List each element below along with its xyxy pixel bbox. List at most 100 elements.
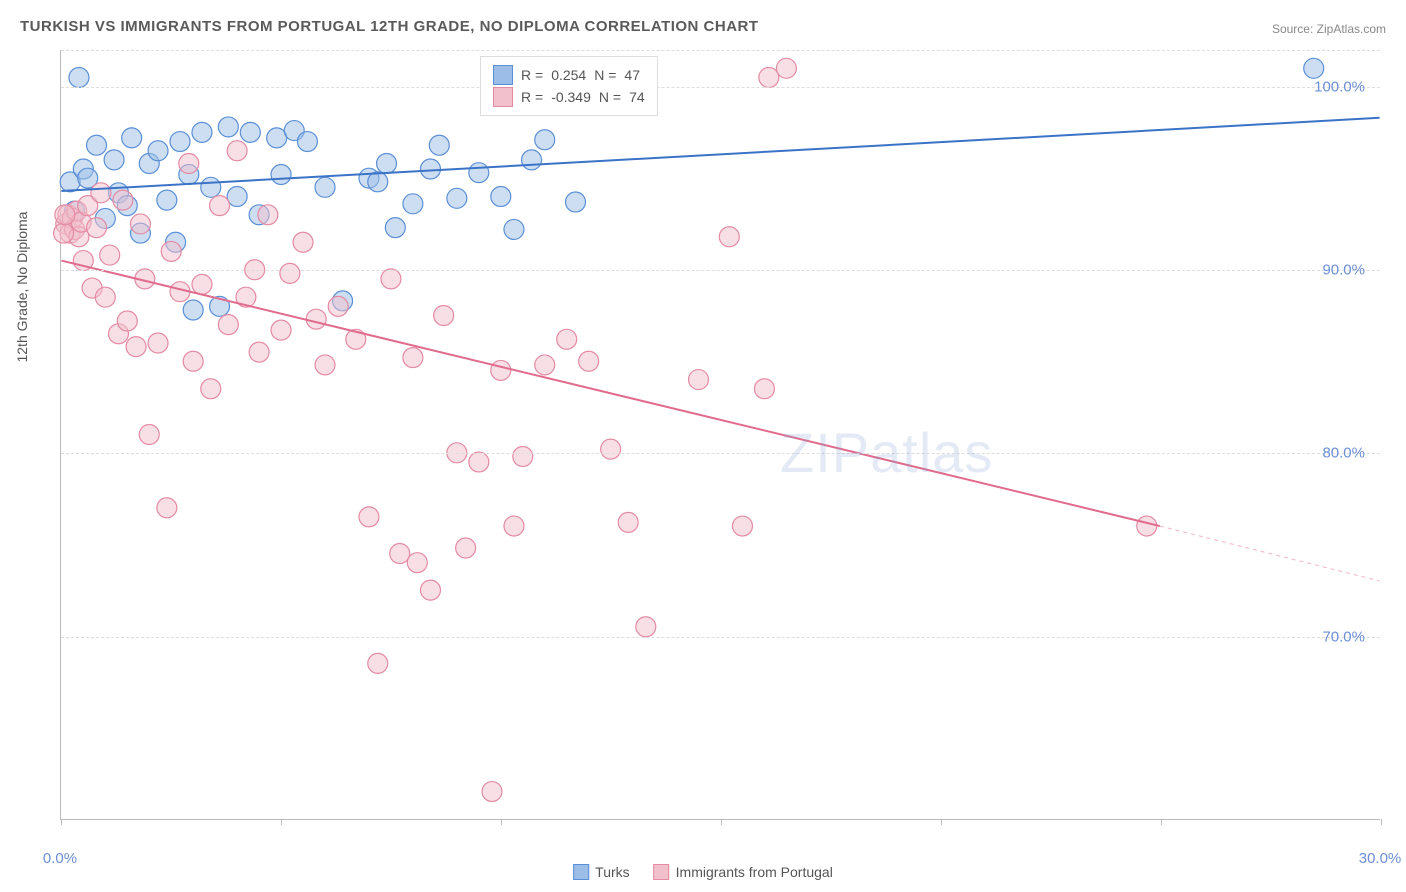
data-point bbox=[240, 122, 260, 142]
legend-row-turks: R = 0.254 N = 47 bbox=[493, 65, 645, 85]
data-point bbox=[403, 348, 423, 368]
data-point bbox=[126, 337, 146, 357]
y-tick-label: 100.0% bbox=[1314, 78, 1365, 95]
data-point bbox=[469, 163, 489, 183]
data-point bbox=[407, 553, 427, 573]
data-point bbox=[201, 177, 221, 197]
y-axis-label: 12th Grade, No Diploma bbox=[14, 212, 30, 363]
data-point bbox=[227, 141, 247, 161]
n-value-0: 47 bbox=[624, 67, 640, 83]
data-point bbox=[117, 311, 137, 331]
data-point bbox=[482, 782, 502, 802]
legend-label: Immigrants from Portugal bbox=[676, 864, 833, 880]
data-point bbox=[113, 190, 133, 210]
data-point bbox=[636, 617, 656, 637]
data-point bbox=[161, 241, 181, 261]
data-point bbox=[69, 67, 89, 87]
data-point bbox=[54, 223, 74, 243]
y-tick-label: 80.0% bbox=[1322, 445, 1365, 462]
data-point bbox=[1137, 516, 1157, 536]
data-point bbox=[271, 320, 291, 340]
legend-swatch-icon bbox=[654, 864, 670, 880]
data-point bbox=[566, 192, 586, 212]
data-point bbox=[368, 172, 388, 192]
data-point bbox=[456, 538, 476, 558]
data-point bbox=[469, 452, 489, 472]
data-point bbox=[513, 446, 533, 466]
x-tick-label: 0.0% bbox=[43, 850, 77, 867]
r-value-0: 0.254 bbox=[551, 67, 586, 83]
data-point bbox=[183, 351, 203, 371]
swatch-portugal-icon bbox=[493, 87, 513, 107]
data-point bbox=[403, 194, 423, 214]
n-label-0: N = bbox=[594, 67, 616, 83]
data-point bbox=[535, 355, 555, 375]
data-point bbox=[491, 186, 511, 206]
data-point bbox=[192, 122, 212, 142]
data-point bbox=[776, 58, 796, 78]
data-point bbox=[504, 219, 524, 239]
swatch-turks-icon bbox=[493, 65, 513, 85]
data-point bbox=[183, 300, 203, 320]
regression-legend: R = 0.254 N = 47 R = -0.349 N = 74 bbox=[480, 56, 658, 116]
data-point bbox=[249, 342, 269, 362]
legend-item: Immigrants from Portugal bbox=[654, 864, 833, 880]
data-point bbox=[227, 186, 247, 206]
data-point bbox=[210, 196, 230, 216]
data-point bbox=[447, 188, 467, 208]
data-point bbox=[385, 218, 405, 238]
legend-row-portugal: R = -0.349 N = 74 bbox=[493, 87, 645, 107]
source-credit: Source: ZipAtlas.com bbox=[1272, 22, 1386, 36]
data-point bbox=[267, 128, 287, 148]
data-point bbox=[390, 544, 410, 564]
data-point bbox=[315, 177, 335, 197]
data-point bbox=[95, 287, 115, 307]
data-point bbox=[87, 135, 107, 155]
x-tick-label: 30.0% bbox=[1359, 850, 1402, 867]
data-point bbox=[148, 141, 168, 161]
data-point bbox=[139, 425, 159, 445]
data-point bbox=[157, 498, 177, 518]
n-label-1: N = bbox=[599, 89, 621, 105]
data-point bbox=[130, 214, 150, 234]
data-point bbox=[280, 263, 300, 283]
data-point bbox=[557, 329, 577, 349]
y-tick-label: 90.0% bbox=[1322, 262, 1365, 279]
data-point bbox=[293, 232, 313, 252]
regression-line-dash bbox=[1160, 526, 1380, 581]
data-point bbox=[218, 117, 238, 137]
data-point bbox=[170, 132, 190, 152]
data-point bbox=[91, 183, 111, 203]
data-point bbox=[429, 135, 449, 155]
data-point bbox=[148, 333, 168, 353]
legend-item: Turks bbox=[573, 864, 629, 880]
chart-title: TURKISH VS IMMIGRANTS FROM PORTUGAL 12TH… bbox=[20, 18, 759, 35]
data-point bbox=[271, 165, 291, 185]
data-point bbox=[100, 245, 120, 265]
data-point bbox=[104, 150, 124, 170]
scatter-svg bbox=[61, 50, 1380, 819]
data-point bbox=[122, 128, 142, 148]
series-legend: Turks Immigrants from Portugal bbox=[573, 864, 833, 880]
data-point bbox=[420, 580, 440, 600]
r-label-0: R = bbox=[521, 67, 543, 83]
n-value-1: 74 bbox=[629, 89, 645, 105]
data-point bbox=[157, 190, 177, 210]
data-point bbox=[732, 516, 752, 536]
data-point bbox=[258, 205, 278, 225]
y-tick-label: 70.0% bbox=[1322, 628, 1365, 645]
data-point bbox=[719, 227, 739, 247]
data-point bbox=[759, 67, 779, 87]
data-point bbox=[306, 309, 326, 329]
data-point bbox=[434, 306, 454, 326]
data-point bbox=[420, 159, 440, 179]
data-point bbox=[754, 379, 774, 399]
data-point bbox=[368, 653, 388, 673]
data-point bbox=[55, 205, 75, 225]
r-value-1: -0.349 bbox=[551, 89, 591, 105]
data-point bbox=[218, 315, 238, 335]
data-point bbox=[535, 130, 555, 150]
data-point bbox=[522, 150, 542, 170]
data-point bbox=[87, 218, 107, 238]
data-point bbox=[179, 154, 199, 174]
